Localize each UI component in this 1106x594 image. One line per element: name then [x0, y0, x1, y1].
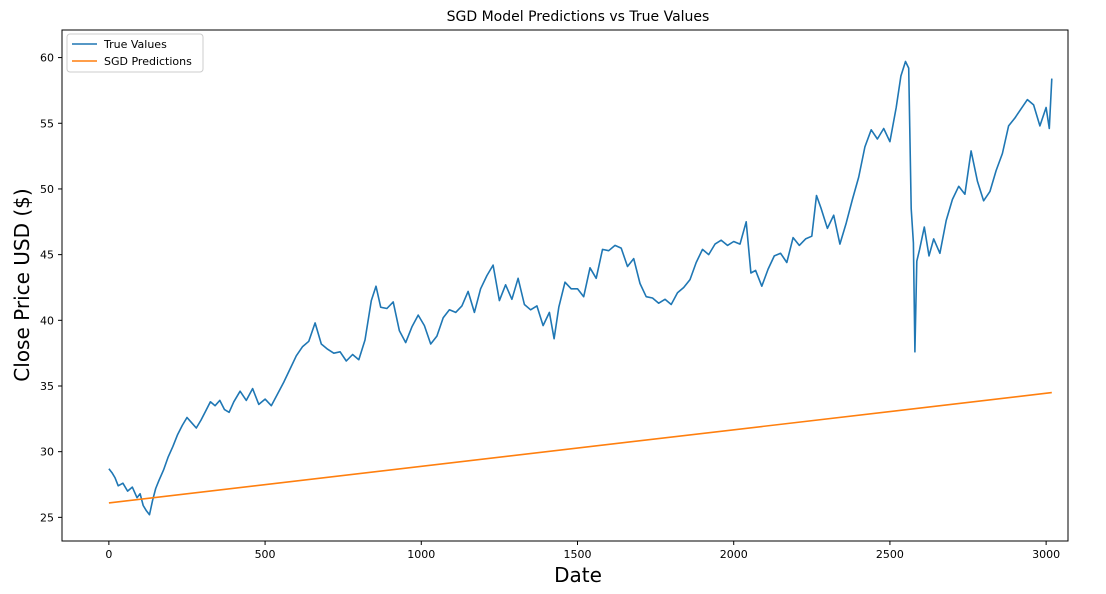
- chart-title: SGD Model Predictions vs True Values: [447, 9, 710, 25]
- y-tick-label: 40: [40, 314, 54, 327]
- y-axis: 25 30 35 40 45 50 55 60: [40, 52, 62, 524]
- y-tick-label: 55: [40, 117, 54, 130]
- x-tick-label: 0: [105, 548, 112, 561]
- legend-label-sgd-predictions: SGD Predictions: [104, 55, 192, 68]
- y-tick-label: 45: [40, 249, 54, 262]
- x-tick-label: 2000: [720, 548, 748, 561]
- x-tick-label: 1000: [407, 548, 435, 561]
- y-tick-label: 60: [40, 52, 54, 65]
- y-tick-label: 35: [40, 380, 54, 393]
- y-tick-label: 25: [40, 511, 54, 524]
- y-tick-label: 30: [40, 446, 54, 459]
- y-axis-label: Close Price USD ($): [10, 188, 34, 381]
- x-tick-label: 2500: [876, 548, 904, 561]
- plot-area: [61, 29, 1069, 542]
- x-tick-label: 500: [255, 548, 276, 561]
- x-tick-label: 1500: [563, 548, 591, 561]
- x-axis-label: Date: [554, 563, 602, 587]
- series-layer: [108, 60, 1053, 516]
- plot-frame: [61, 29, 1069, 542]
- x-axis: 0 500 1000 1500 2000 2500 3000: [105, 541, 1060, 561]
- x-tick-label: 3000: [1032, 548, 1060, 561]
- legend-box: [66, 33, 204, 73]
- series-line-true-values: [108, 60, 1053, 516]
- legend-label-true-values: True Values: [103, 38, 167, 51]
- series-line-sgd-predictions: [108, 391, 1052, 504]
- legend: True Values SGD Predictions: [66, 33, 204, 73]
- y-tick-label: 50: [40, 183, 54, 196]
